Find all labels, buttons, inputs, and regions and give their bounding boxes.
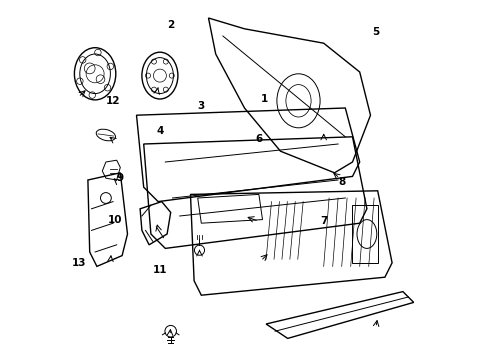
Text: 1: 1 bbox=[260, 94, 267, 104]
Text: 2: 2 bbox=[167, 20, 174, 30]
Text: 9: 9 bbox=[117, 173, 123, 183]
Text: 3: 3 bbox=[197, 101, 204, 111]
Text: 13: 13 bbox=[72, 258, 86, 268]
Text: 11: 11 bbox=[152, 265, 167, 275]
Text: 8: 8 bbox=[337, 177, 345, 187]
Text: 10: 10 bbox=[107, 215, 122, 225]
Text: 7: 7 bbox=[319, 216, 327, 226]
Text: 6: 6 bbox=[255, 134, 262, 144]
Text: 12: 12 bbox=[105, 96, 120, 106]
Text: 5: 5 bbox=[371, 27, 379, 37]
Text: 4: 4 bbox=[156, 126, 163, 136]
